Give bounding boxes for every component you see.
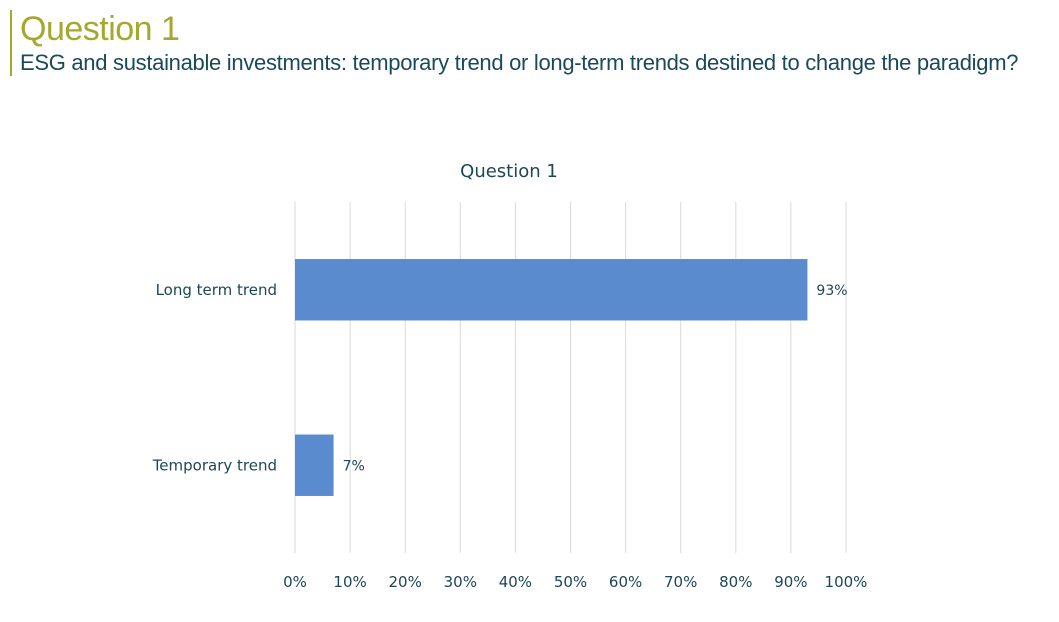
bar bbox=[295, 434, 334, 496]
x-tick-label: 20% bbox=[389, 573, 422, 591]
bar bbox=[295, 259, 808, 321]
x-tick-label: 60% bbox=[609, 573, 642, 591]
x-tick-label: 90% bbox=[774, 573, 807, 591]
x-tick-label: 40% bbox=[499, 573, 532, 591]
bars bbox=[295, 259, 808, 496]
category-label: Long term trend bbox=[156, 281, 277, 299]
x-tick-label: 70% bbox=[664, 573, 697, 591]
chart-title: Question 1 bbox=[460, 161, 558, 182]
x-tick-label: 50% bbox=[554, 573, 587, 591]
page-header: Question 1 ESG and sustainable investmen… bbox=[10, 10, 1018, 76]
x-tick-label: 30% bbox=[444, 573, 477, 591]
gridlines bbox=[294, 202, 847, 553]
page-title: Question 1 bbox=[20, 10, 180, 48]
x-tick-label: 10% bbox=[333, 573, 366, 591]
data-label: 7% bbox=[343, 458, 365, 474]
x-tick-label: 0% bbox=[283, 573, 307, 591]
category-label: Temporary trend bbox=[152, 456, 277, 474]
x-tick-label: 100% bbox=[825, 573, 868, 591]
x-tick-label: 80% bbox=[719, 573, 752, 591]
page-subtitle: ESG and sustainable investments: tempora… bbox=[20, 50, 1019, 75]
labels: 0% 10% 20% 30% 40% 50% 60% 70% 80% 90% 100% Long te… bbox=[152, 281, 868, 591]
data-label: 93% bbox=[816, 283, 847, 299]
